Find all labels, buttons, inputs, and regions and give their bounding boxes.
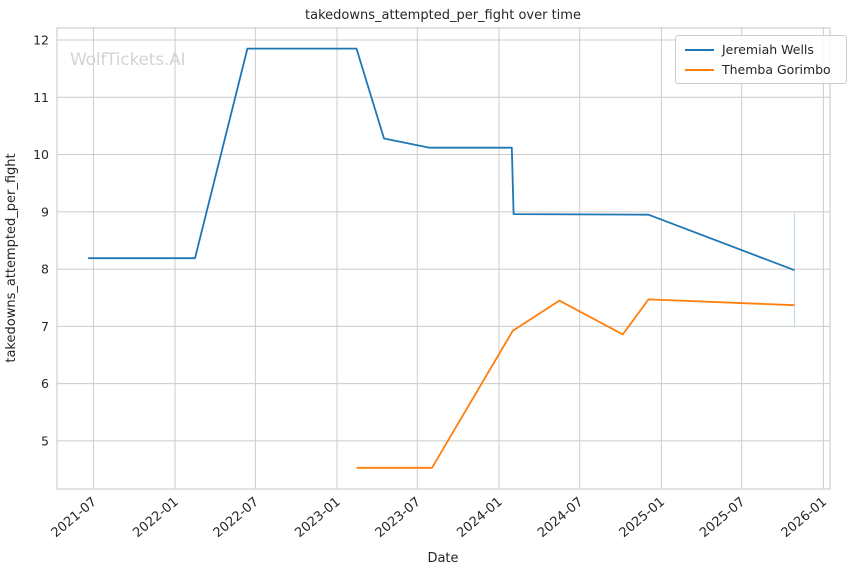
x-axis-label: Date <box>427 551 458 566</box>
legend-line-swatch-blue <box>685 48 714 51</box>
y-tick-label: 10 <box>33 147 49 162</box>
x-tick-label: 2024-01 <box>454 495 505 541</box>
x-tick-label: 2022-01 <box>130 495 181 541</box>
y-tick-label: 11 <box>33 90 49 105</box>
y-tick-label: 8 <box>41 262 49 277</box>
legend-label: Themba Gorimbo <box>722 62 831 77</box>
y-tick-label: 6 <box>41 376 49 391</box>
legend-line-swatch-orange <box>685 68 714 71</box>
legend: Jeremiah Wells Themba Gorimbo <box>675 35 847 84</box>
y-tick-label: 9 <box>41 204 49 219</box>
x-tick-label: 2022-07 <box>211 495 262 541</box>
legend-item: Themba Gorimbo <box>685 61 838 78</box>
y-tick-label: 12 <box>33 33 49 48</box>
series-line-themba-gorimbo <box>356 298 795 469</box>
grid-layer <box>57 28 830 489</box>
series-line-jeremiah-wells <box>88 47 795 272</box>
data-layer <box>88 47 796 469</box>
y-tick-label: 7 <box>41 319 49 334</box>
x-tick-label: 2024-07 <box>535 495 586 541</box>
legend-item: Jeremiah Wells <box>685 41 838 58</box>
x-tick-label: 2023-01 <box>292 495 343 541</box>
legend-label: Jeremiah Wells <box>722 42 814 57</box>
chart-title: takedowns_attempted_per_fight over time <box>305 8 581 23</box>
x-tick-label: 2023-07 <box>373 495 424 541</box>
x-tick-label: 2025-07 <box>697 495 748 541</box>
watermark: WolfTickets.AI <box>70 50 186 70</box>
y-axis-label: takedowns_attempted_per_fight <box>4 153 19 362</box>
plot-frame <box>56 27 831 490</box>
x-tick-label: 2025-01 <box>617 495 668 541</box>
x-tick-label: 2021-07 <box>49 495 100 541</box>
tick-layer: 5 6 7 8 9 10 11 12 2021-07 2022-01 2022-07 2023-01 2… <box>33 33 830 541</box>
x-tick-label: 2026-01 <box>779 495 830 541</box>
y-tick-label: 5 <box>41 433 49 448</box>
